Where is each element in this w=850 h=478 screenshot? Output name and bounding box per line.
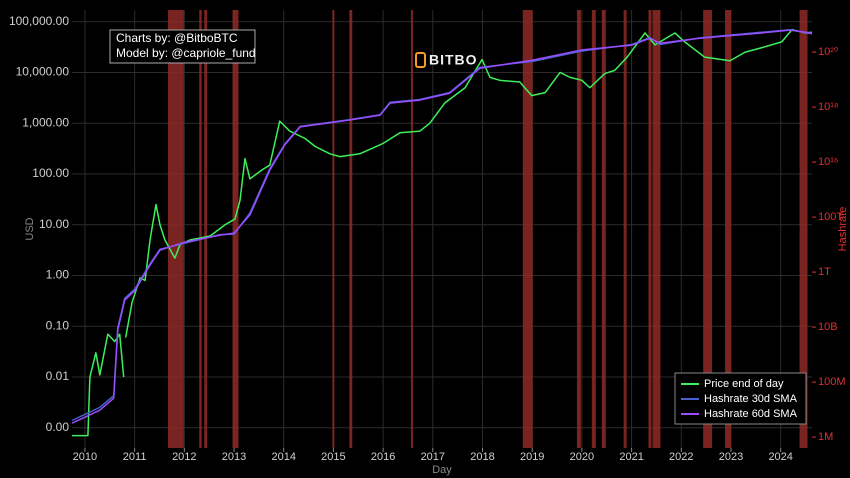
capitulation-region [576, 10, 581, 448]
y-tick-label: 0.00 [46, 420, 70, 434]
capitulation-region [199, 10, 202, 448]
y2-tick-label: 10B [818, 321, 838, 333]
capitulation-region [799, 10, 808, 448]
x-tick-label: 2014 [271, 451, 295, 463]
capitulation-region [522, 10, 533, 448]
capitulation-region [648, 10, 652, 448]
capitulation-region [167, 10, 184, 448]
capitulation-region [204, 10, 208, 448]
y2-tick-label: 100T [818, 211, 843, 223]
capitulation-region [349, 10, 353, 448]
x-tick-label: 2019 [520, 451, 544, 463]
legend: Price end of day Hashrate 30d SMA Hashrate… [674, 372, 807, 425]
y-axis-label: USD [24, 217, 36, 240]
x-axis-label: Day [432, 464, 452, 476]
annotation-line: Charts by: @BitboBTC [116, 31, 238, 45]
legend-label: Hashrate 60d SMA [704, 408, 798, 420]
y2-tick-label: 10²⁰ [818, 46, 839, 58]
y-tick-label: 0.01 [46, 369, 70, 383]
y2-tick-label: 100M [818, 376, 846, 388]
x-tick-label: 2020 [570, 451, 594, 463]
y2-tick-label: 10¹⁶ [818, 156, 838, 168]
y2-tick-label: 1M [818, 431, 833, 443]
series-line [71, 29, 813, 424]
legend-label: Hashrate 30d SMA [704, 393, 798, 405]
capitulation-regions [167, 10, 808, 448]
x-tick-label: 2011 [123, 451, 147, 463]
watermark-logo [415, 52, 426, 68]
capitulation-region [623, 10, 627, 448]
capitulation-region [232, 10, 239, 448]
capitulation-region [703, 10, 713, 448]
capitulation-region [725, 10, 731, 448]
y-tick-label: 100.00 [32, 166, 69, 180]
x-tick-label: 2012 [172, 451, 196, 463]
y-tick-label: 0.10 [46, 318, 70, 332]
y-tick-label: 1.00 [46, 268, 70, 282]
x-tick-label: 2017 [421, 451, 445, 463]
annotation-box: Charts by: @BitboBTC Model by: @capriole… [109, 29, 256, 64]
lines [71, 28, 813, 437]
y-tick-label: 100,000.00 [9, 14, 69, 28]
capitulation-region [601, 10, 606, 448]
x-tick-label: 2013 [222, 451, 246, 463]
x-tick-label: 2023 [719, 451, 743, 463]
x-tick-label: 2016 [371, 451, 395, 463]
x-tick-label: 2018 [470, 451, 494, 463]
capitulation-region [652, 10, 661, 448]
y-tick-label: 10.00 [39, 217, 69, 231]
y2-tick-label: 1T [818, 266, 831, 278]
x-tick-label: 2022 [669, 451, 693, 463]
y2-axis-label: Hashrate [837, 207, 849, 252]
x-tick-label: 2010 [73, 451, 97, 463]
x-tick-label: 2024 [768, 451, 792, 463]
legend-label: Price end of day [704, 378, 784, 390]
capitulation-region [332, 10, 335, 448]
capitulation-region [410, 10, 413, 448]
capitulation-region [591, 10, 596, 448]
y-tick-label: 1,000.00 [22, 115, 69, 129]
y-tick-label: 10,000.00 [16, 65, 70, 79]
annotation-frame [109, 29, 256, 64]
y2-tick-label: 10¹⁸ [818, 101, 839, 113]
x-tick-label: 2021 [619, 451, 643, 463]
tick-labels: 0.00 0.01 0.10 1.00 10.00 100.00 1,000.00 10,00… [9, 14, 846, 463]
watermark-text: BITBO [429, 52, 478, 68]
x-tick-label: 2015 [321, 451, 345, 463]
watermark: BITBO [415, 52, 478, 68]
annotation-line: Model by: @capriole_fund [116, 46, 256, 60]
